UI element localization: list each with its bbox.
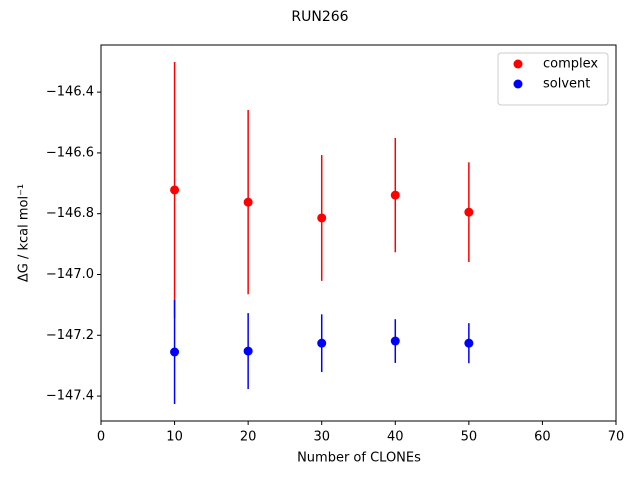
point <box>317 338 327 348</box>
point <box>390 336 400 346</box>
y-tick-label: −146.4 <box>46 85 94 100</box>
x-tick-label: 0 <box>97 430 105 445</box>
chart-title: RUN266 <box>291 9 348 25</box>
plot-frame <box>100 44 617 422</box>
legend-marker <box>513 79 523 89</box>
y-tick-label: −147.4 <box>46 389 94 404</box>
point <box>170 185 180 195</box>
y-tick-label: −147.0 <box>46 267 94 282</box>
y-tick-label: −146.8 <box>46 206 94 221</box>
x-axis-label: Number of CLONEs <box>297 451 421 466</box>
legend-marker <box>513 59 523 69</box>
x-tick-label: 70 <box>608 430 625 445</box>
point <box>243 197 253 207</box>
point <box>243 346 253 356</box>
x-tick-label: 20 <box>240 430 257 445</box>
point <box>170 347 180 357</box>
point <box>464 207 474 217</box>
x-tick-label: 30 <box>313 430 330 445</box>
y-axis-label: ΔG / kcal mol⁻¹ <box>17 184 32 282</box>
y-tick-label: −146.6 <box>46 145 94 160</box>
point <box>317 213 327 223</box>
point <box>390 190 400 200</box>
legend-label: complex <box>543 57 598 72</box>
x-tick-label: 40 <box>387 430 404 445</box>
x-tick-label: 50 <box>461 430 478 445</box>
legend-box <box>497 52 609 106</box>
legend-label: solvent <box>543 77 590 92</box>
point <box>464 338 474 348</box>
y-tick-label: −147.2 <box>46 328 94 343</box>
x-tick-label: 60 <box>534 430 551 445</box>
x-tick-label: 10 <box>166 430 183 445</box>
